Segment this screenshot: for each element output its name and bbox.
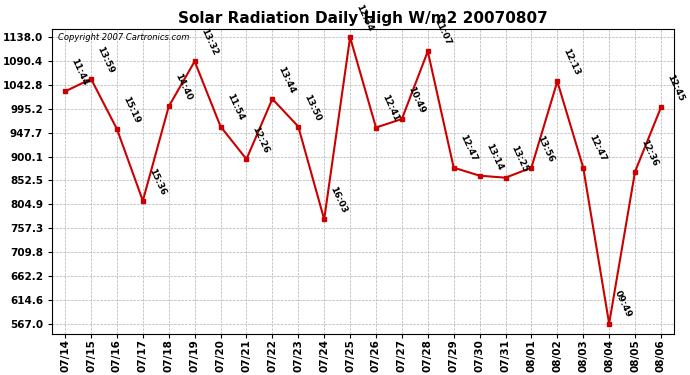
Text: 10:49: 10:49 <box>406 85 426 115</box>
Text: 12:26: 12:26 <box>250 125 271 155</box>
Text: 12:13: 12:13 <box>562 48 582 77</box>
Text: 15:36: 15:36 <box>147 167 167 196</box>
Text: 16:03: 16:03 <box>328 186 348 215</box>
Text: 09:49: 09:49 <box>613 290 633 320</box>
Text: 12:45: 12:45 <box>665 74 685 103</box>
Title: Solar Radiation Daily High W/m2 20070807: Solar Radiation Daily High W/m2 20070807 <box>178 11 548 26</box>
Text: 12:47: 12:47 <box>458 134 478 164</box>
Text: Copyright 2007 Cartronics.com: Copyright 2007 Cartronics.com <box>59 33 190 42</box>
Text: 11:44: 11:44 <box>69 57 90 87</box>
Text: 12:36: 12:36 <box>639 138 660 168</box>
Text: 13:25: 13:25 <box>510 144 530 174</box>
Text: 12:47: 12:47 <box>587 134 608 164</box>
Text: 13:50: 13:50 <box>302 93 323 122</box>
Text: 13:32: 13:32 <box>199 27 219 57</box>
Text: 15:19: 15:19 <box>121 95 141 125</box>
Text: 12:34: 12:34 <box>354 3 375 33</box>
Text: 12:41: 12:41 <box>380 93 400 123</box>
Text: 11:07: 11:07 <box>432 17 452 47</box>
Text: 13:59: 13:59 <box>95 45 115 75</box>
Text: 11:54: 11:54 <box>225 93 245 122</box>
Text: 13:56: 13:56 <box>535 134 556 164</box>
Text: 13:44: 13:44 <box>277 65 297 95</box>
Text: 14:40: 14:40 <box>173 72 193 102</box>
Text: 13:14: 13:14 <box>484 142 504 171</box>
